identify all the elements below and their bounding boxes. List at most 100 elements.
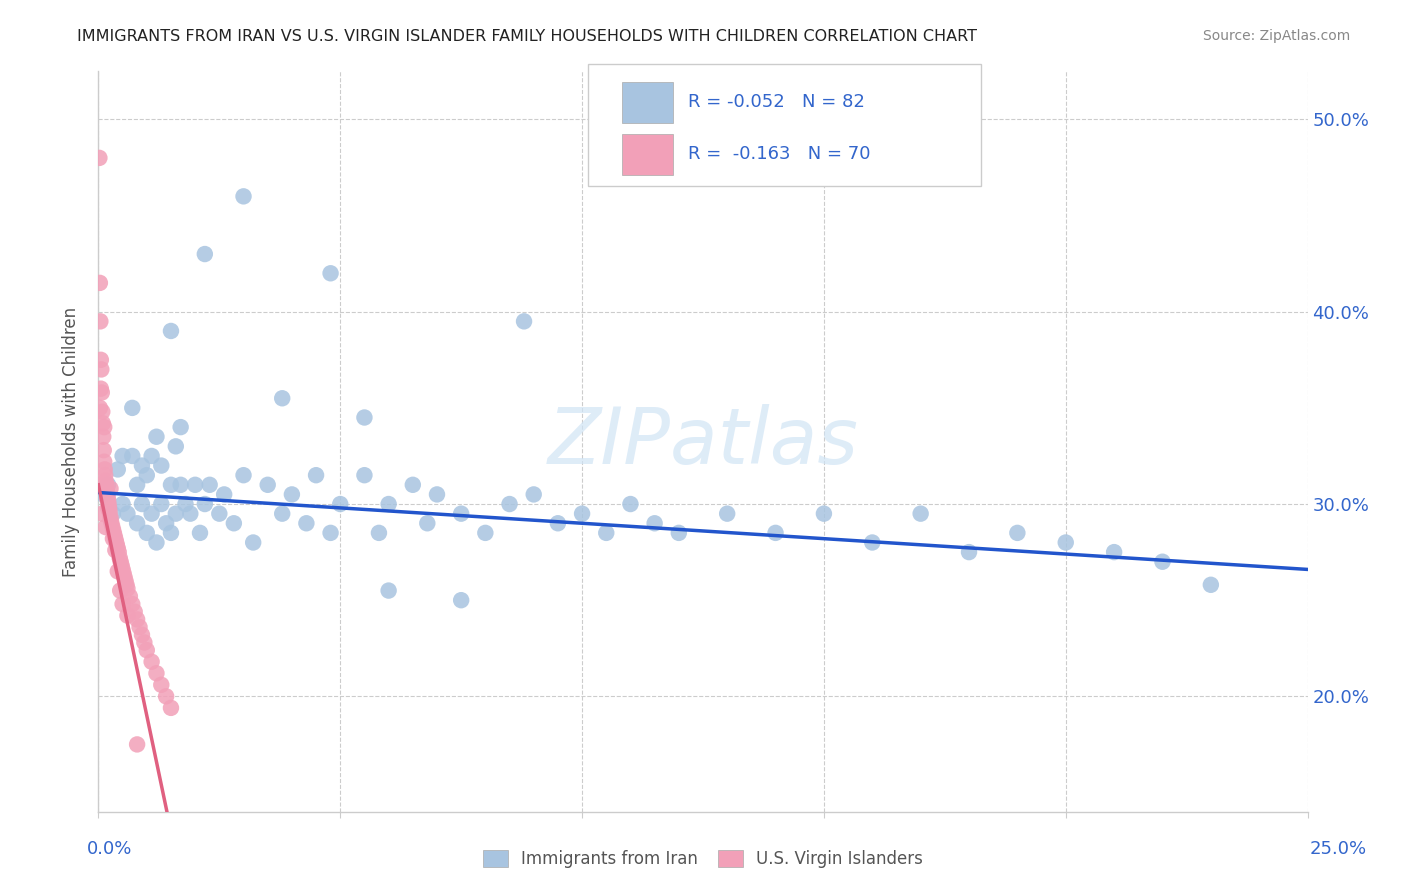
Point: [1054, 535, 1077, 549]
Point: [121, 597, 143, 611]
Point: [127, 516, 149, 531]
Point: [108, 550, 131, 565]
Point: [232, 468, 254, 483]
Point: [1102, 545, 1125, 559]
Point: [377, 583, 399, 598]
Point: [377, 497, 399, 511]
Point: [141, 655, 163, 669]
Point: [94, 468, 117, 483]
Point: [100, 510, 122, 524]
Point: [198, 478, 221, 492]
Point: [232, 189, 254, 203]
Point: [89, 276, 111, 290]
Point: [150, 678, 173, 692]
Point: [319, 525, 342, 540]
Point: [97, 500, 120, 515]
Point: [114, 574, 136, 588]
Point: [150, 458, 173, 473]
Point: [114, 570, 136, 584]
Point: [1152, 555, 1174, 569]
Point: [94, 474, 117, 488]
Point: [194, 247, 217, 261]
Point: [107, 462, 129, 476]
Text: R =  -0.163   N = 70: R = -0.163 N = 70: [689, 145, 870, 163]
Point: [104, 533, 127, 548]
Point: [127, 612, 149, 626]
Point: [103, 525, 125, 540]
Point: [121, 401, 143, 415]
Point: [127, 478, 149, 492]
Point: [194, 497, 217, 511]
Point: [271, 507, 294, 521]
Point: [101, 518, 124, 533]
Point: [90, 385, 112, 400]
Point: [117, 582, 139, 596]
Point: [145, 430, 167, 444]
Point: [101, 522, 124, 536]
Point: [135, 525, 157, 540]
Point: [174, 497, 197, 511]
Point: [910, 507, 932, 521]
Point: [141, 449, 163, 463]
Point: [860, 535, 883, 549]
Point: [188, 525, 211, 540]
Point: [141, 507, 163, 521]
Point: [128, 620, 150, 634]
Point: [813, 507, 835, 521]
Point: [368, 525, 391, 540]
Point: [450, 507, 472, 521]
Point: [765, 525, 787, 540]
Point: [160, 324, 183, 338]
Point: [97, 478, 120, 492]
Point: [155, 516, 177, 531]
Point: [121, 449, 143, 463]
Point: [242, 535, 264, 549]
Point: [97, 489, 120, 503]
Point: [295, 516, 318, 531]
Point: [1199, 578, 1222, 592]
Point: [90, 382, 112, 396]
Point: [93, 462, 115, 476]
Point: [97, 493, 120, 508]
FancyBboxPatch shape: [621, 82, 672, 123]
Point: [111, 449, 134, 463]
Point: [89, 401, 111, 415]
Point: [96, 478, 118, 492]
Point: [104, 543, 127, 558]
Point: [619, 497, 641, 511]
Point: [160, 525, 183, 540]
Point: [1007, 525, 1029, 540]
Point: [94, 520, 117, 534]
Point: [118, 590, 141, 604]
Point: [145, 666, 167, 681]
Point: [90, 352, 112, 367]
Point: [124, 605, 146, 619]
Point: [93, 420, 115, 434]
Point: [91, 478, 114, 492]
Point: [165, 439, 187, 453]
Point: [96, 491, 118, 506]
Point: [416, 516, 439, 531]
Point: [271, 391, 294, 405]
Text: R = -0.052   N = 82: R = -0.052 N = 82: [689, 94, 865, 112]
Point: [91, 405, 114, 419]
FancyBboxPatch shape: [588, 64, 981, 186]
Point: [117, 507, 139, 521]
Text: Source: ZipAtlas.com: Source: ZipAtlas.com: [1202, 29, 1350, 43]
Point: [131, 497, 153, 511]
Point: [93, 443, 115, 458]
Point: [208, 507, 231, 521]
Point: [90, 362, 112, 376]
Point: [160, 701, 183, 715]
Point: [150, 497, 173, 511]
Point: [222, 516, 245, 531]
Point: [107, 541, 129, 556]
Point: [127, 738, 149, 752]
Point: [117, 608, 139, 623]
Point: [93, 455, 115, 469]
FancyBboxPatch shape: [621, 135, 672, 175]
Point: [101, 532, 124, 546]
Point: [145, 535, 167, 549]
Point: [104, 530, 127, 544]
Point: [112, 566, 135, 581]
